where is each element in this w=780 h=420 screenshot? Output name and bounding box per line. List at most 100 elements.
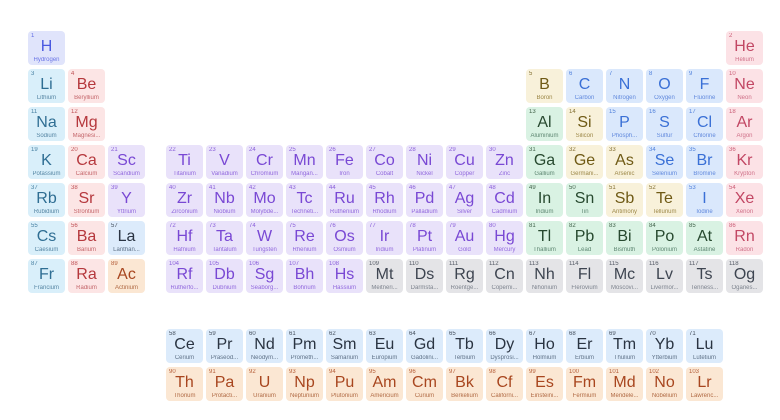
element-tile-er[interactable]: 68 Er Erbium [566, 329, 603, 363]
element-tile-o[interactable]: 8 O Oxygen [646, 69, 683, 103]
element-tile-rg[interactable]: 111 Rg Roentge... [446, 259, 483, 293]
element-tile-cm[interactable]: 96 Cm Curium [406, 367, 443, 401]
element-tile-hf[interactable]: 72 Hf Hafnium [166, 221, 203, 255]
element-tile-pm[interactable]: 61 Pm Prometh... [286, 329, 323, 363]
element-tile-p[interactable]: 15 P Phosph... [606, 107, 643, 141]
element-tile-nh[interactable]: 113 Nh Nihonium [526, 259, 563, 293]
element-tile-mg[interactable]: 12 Mg Magnesi... [68, 107, 105, 141]
element-tile-v[interactable]: 23 V Vanadium [206, 145, 243, 179]
element-tile-lr[interactable]: 103 Lr Lawrenc... [686, 367, 723, 401]
element-tile-ce[interactable]: 58 Ce Cerium [166, 329, 203, 363]
element-tile-b[interactable]: 5 B Boron [526, 69, 563, 103]
element-tile-ac[interactable]: 89 Ac Actinium [108, 259, 145, 293]
element-tile-te[interactable]: 52 Te Tellurium [646, 183, 683, 217]
element-tile-zr[interactable]: 40 Zr Zirconium [166, 183, 203, 217]
element-tile-pb[interactable]: 82 Pb Lead [566, 221, 603, 255]
element-tile-bh[interactable]: 107 Bh Bohrium [286, 259, 323, 293]
element-tile-cr[interactable]: 24 Cr Chromium [246, 145, 283, 179]
element-tile-cl[interactable]: 17 Cl Chlorine [686, 107, 723, 141]
element-tile-rn[interactable]: 86 Rn Radon [726, 221, 763, 255]
element-tile-si[interactable]: 14 Si Silicon [566, 107, 603, 141]
element-tile-bk[interactable]: 97 Bk Berkelium [446, 367, 483, 401]
element-tile-as[interactable]: 33 As Arsenic [606, 145, 643, 179]
element-tile-mo[interactable]: 42 Mo Molybde... [246, 183, 283, 217]
element-tile-cs[interactable]: 55 Cs Caesium [28, 221, 65, 255]
element-tile-nd[interactable]: 60 Nd Neodym... [246, 329, 283, 363]
element-tile-ra[interactable]: 88 Ra Radium [68, 259, 105, 293]
element-tile-ir[interactable]: 77 Ir Iridium [366, 221, 403, 255]
element-tile-sb[interactable]: 51 Sb Antimony [606, 183, 643, 217]
element-tile-fr[interactable]: 87 Fr Francium [28, 259, 65, 293]
element-tile-rb[interactable]: 37 Rb Rubidium [28, 183, 65, 217]
element-tile-mt[interactable]: 109 Mt Meitneri... [366, 259, 403, 293]
element-tile-lv[interactable]: 116 Lv Livermor... [646, 259, 683, 293]
element-tile-pa[interactable]: 91 Pa Protacti... [206, 367, 243, 401]
element-tile-w[interactable]: 74 W Tungsten [246, 221, 283, 255]
element-tile-cd[interactable]: 48 Cd Cadmium [486, 183, 523, 217]
element-tile-fe[interactable]: 26 Fe Iron [326, 145, 363, 179]
element-tile-xe[interactable]: 54 Xe Xenon [726, 183, 763, 217]
element-tile-es[interactable]: 99 Es Einsteini... [526, 367, 563, 401]
element-tile-yb[interactable]: 70 Yb Ytterbium [646, 329, 683, 363]
element-tile-se[interactable]: 34 Se Selenium [646, 145, 683, 179]
element-tile-y[interactable]: 39 Y Yttrium [108, 183, 145, 217]
element-tile-pr[interactable]: 59 Pr Praseod... [206, 329, 243, 363]
element-tile-sr[interactable]: 38 Sr Strontium [68, 183, 105, 217]
element-tile-mn[interactable]: 25 Mn Mangan... [286, 145, 323, 179]
element-tile-u[interactable]: 92 U Uranium [246, 367, 283, 401]
element-tile-db[interactable]: 105 Db Dubnium [206, 259, 243, 293]
element-tile-no[interactable]: 102 No Nobelium [646, 367, 683, 401]
element-tile-ca[interactable]: 20 Ca Calcium [68, 145, 105, 179]
element-tile-pu[interactable]: 94 Pu Plutonium [326, 367, 363, 401]
element-tile-f[interactable]: 9 F Fluorine [686, 69, 723, 103]
element-tile-tm[interactable]: 69 Tm Thulium [606, 329, 643, 363]
element-tile-eu[interactable]: 63 Eu Europium [366, 329, 403, 363]
element-tile-og[interactable]: 118 Og Oganes... [726, 259, 763, 293]
element-tile-fl[interactable]: 114 Fl Flerovium [566, 259, 603, 293]
element-tile-h[interactable]: 1 H Hydrogen [28, 31, 65, 65]
element-tile-mc[interactable]: 115 Mc Moscovi... [606, 259, 643, 293]
element-tile-ru[interactable]: 44 Ru Ruthenium [326, 183, 363, 217]
element-tile-ni[interactable]: 28 Ni Nickel [406, 145, 443, 179]
element-tile-cn[interactable]: 112 Cn Coperni... [486, 259, 523, 293]
element-tile-na[interactable]: 11 Na Sodium [28, 107, 65, 141]
element-tile-nb[interactable]: 41 Nb Niobium [206, 183, 243, 217]
element-tile-s[interactable]: 16 S Sulfur [646, 107, 683, 141]
element-tile-co[interactable]: 27 Co Cobalt [366, 145, 403, 179]
element-tile-ti[interactable]: 22 Ti Titanium [166, 145, 203, 179]
element-tile-in[interactable]: 49 In Indium [526, 183, 563, 217]
element-tile-am[interactable]: 95 Am Americium [366, 367, 403, 401]
element-tile-pd[interactable]: 46 Pd Palladium [406, 183, 443, 217]
element-tile-sg[interactable]: 106 Sg Seaborg... [246, 259, 283, 293]
element-tile-fm[interactable]: 100 Fm Fermium [566, 367, 603, 401]
element-tile-sc[interactable]: 21 Sc Scandium [108, 145, 145, 179]
element-tile-br[interactable]: 35 Br Bromine [686, 145, 723, 179]
element-tile-ds[interactable]: 110 Ds Darmsta... [406, 259, 443, 293]
element-tile-al[interactable]: 13 Al Aluminium [526, 107, 563, 141]
element-tile-ta[interactable]: 73 Ta Tantalum [206, 221, 243, 255]
element-tile-ho[interactable]: 67 Ho Holmium [526, 329, 563, 363]
element-tile-k[interactable]: 19 K Potassium [28, 145, 65, 179]
element-tile-sm[interactable]: 62 Sm Samarium [326, 329, 363, 363]
element-tile-hg[interactable]: 80 Hg Mercury [486, 221, 523, 255]
element-tile-ar[interactable]: 18 Ar Argon [726, 107, 763, 141]
element-tile-be[interactable]: 4 Be Beryllium [68, 69, 105, 103]
element-tile-po[interactable]: 84 Po Polonium [646, 221, 683, 255]
element-tile-th[interactable]: 90 Th Thorium [166, 367, 203, 401]
element-tile-sn[interactable]: 50 Sn Tin [566, 183, 603, 217]
element-tile-re[interactable]: 75 Re Rhenium [286, 221, 323, 255]
element-tile-ba[interactable]: 56 Ba Barium [68, 221, 105, 255]
element-tile-bi[interactable]: 83 Bi Bismuth [606, 221, 643, 255]
element-tile-li[interactable]: 3 Li Lithium [28, 69, 65, 103]
element-tile-md[interactable]: 101 Md Mendele... [606, 367, 643, 401]
element-tile-cu[interactable]: 29 Cu Copper [446, 145, 483, 179]
element-tile-tc[interactable]: 43 Tc Techneti... [286, 183, 323, 217]
element-tile-c[interactable]: 6 C Carbon [566, 69, 603, 103]
element-tile-pt[interactable]: 78 Pt Platinum [406, 221, 443, 255]
element-tile-he[interactable]: 2 He Helium [726, 31, 763, 65]
element-tile-ge[interactable]: 32 Ge Germani... [566, 145, 603, 179]
element-tile-ga[interactable]: 31 Ga Gallium [526, 145, 563, 179]
element-tile-os[interactable]: 76 Os Osmium [326, 221, 363, 255]
element-tile-at[interactable]: 85 At Astatine [686, 221, 723, 255]
element-tile-zn[interactable]: 30 Zn Zinc [486, 145, 523, 179]
